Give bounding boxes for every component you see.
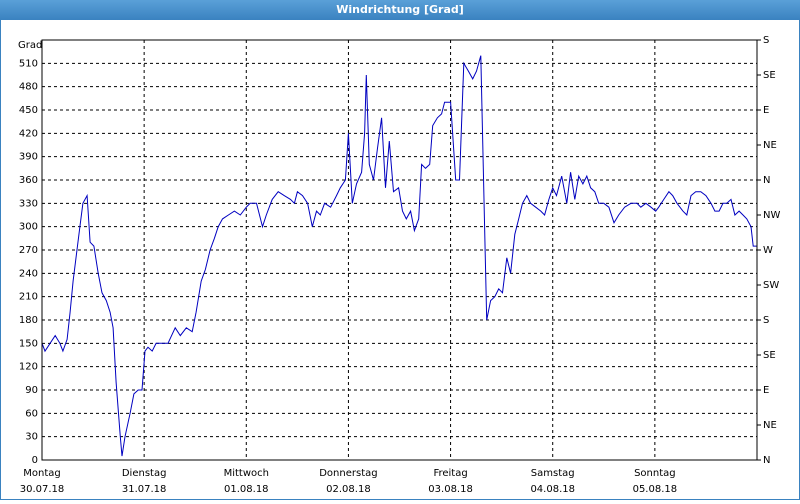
- y2-tick-label: SE: [763, 350, 776, 361]
- x-tick-date: 01.08.18: [224, 484, 269, 495]
- y-tick-label: 180: [19, 315, 38, 326]
- y-tick-label: 330: [19, 198, 38, 209]
- y-tick-label: 30: [25, 432, 38, 443]
- x-tick-label: Donnerstag: [319, 468, 377, 479]
- title-bar: [0, 0, 800, 20]
- x-tick-label: Montag: [23, 468, 60, 479]
- plot-frame: [41, 39, 758, 461]
- plot: 0 30 60 90 120 150 180 210 240 270 300 330 360 390 420…: [19, 35, 781, 495]
- x-tick-date: 30.07.18: [20, 484, 65, 495]
- y2-tick-label: SW: [763, 280, 779, 291]
- x-tick-date: 02.08.18: [326, 484, 371, 495]
- y-tick-label: 360: [19, 175, 38, 186]
- x-tick-label: Mittwoch: [224, 468, 269, 479]
- x-tick-label: Freitag: [433, 468, 467, 479]
- y2-tick-label: S: [763, 315, 769, 326]
- y-tick-label: 150: [19, 338, 38, 349]
- x-tick-date: 04.08.18: [530, 484, 575, 495]
- y2-tick-label: W: [763, 245, 773, 256]
- y2-tick-label: SE: [763, 70, 776, 81]
- y-tick-label: 420: [19, 128, 38, 139]
- y-tick-label: 480: [19, 82, 38, 93]
- y-tick-label: 120: [19, 362, 38, 373]
- x-tick-label: Dienstag: [122, 468, 167, 479]
- y2-tick-label: S: [763, 35, 769, 46]
- y2-tick-label: N: [763, 175, 770, 186]
- y-tick-label: 60: [25, 408, 38, 419]
- y2-tick-label: NE: [763, 140, 777, 151]
- y-tick-label: 0: [32, 455, 38, 466]
- y-tick-label: 510: [19, 58, 38, 69]
- y-tick-label: 210: [19, 292, 38, 303]
- y2-tick-label: N: [763, 455, 770, 466]
- y2-tick-label: NE: [763, 420, 777, 431]
- data-line: [41, 55, 757, 457]
- y-tick-label: 240: [19, 268, 38, 279]
- y-tick-label: 300: [19, 222, 38, 233]
- y2-tick-label: E: [763, 105, 769, 116]
- x-tick-label: Sonntag: [634, 468, 676, 479]
- x-tick-date: 31.07.18: [122, 484, 167, 495]
- y-tick-label: 90: [25, 385, 38, 396]
- x-tick-label: Samstag: [531, 468, 575, 479]
- window-title: Windrichtung [Grad]: [336, 3, 464, 16]
- y2-tick-label: E: [763, 385, 769, 396]
- y-tick-label: 390: [19, 152, 38, 163]
- y2-tick-label: NW: [763, 210, 780, 221]
- y-tick-label: 270: [19, 245, 38, 256]
- y-tick-label: 450: [19, 105, 38, 116]
- x-tick-date: 05.08.18: [633, 484, 678, 495]
- x-tick-date: 03.08.18: [428, 484, 473, 495]
- y-axis-label: Grad: [18, 40, 42, 51]
